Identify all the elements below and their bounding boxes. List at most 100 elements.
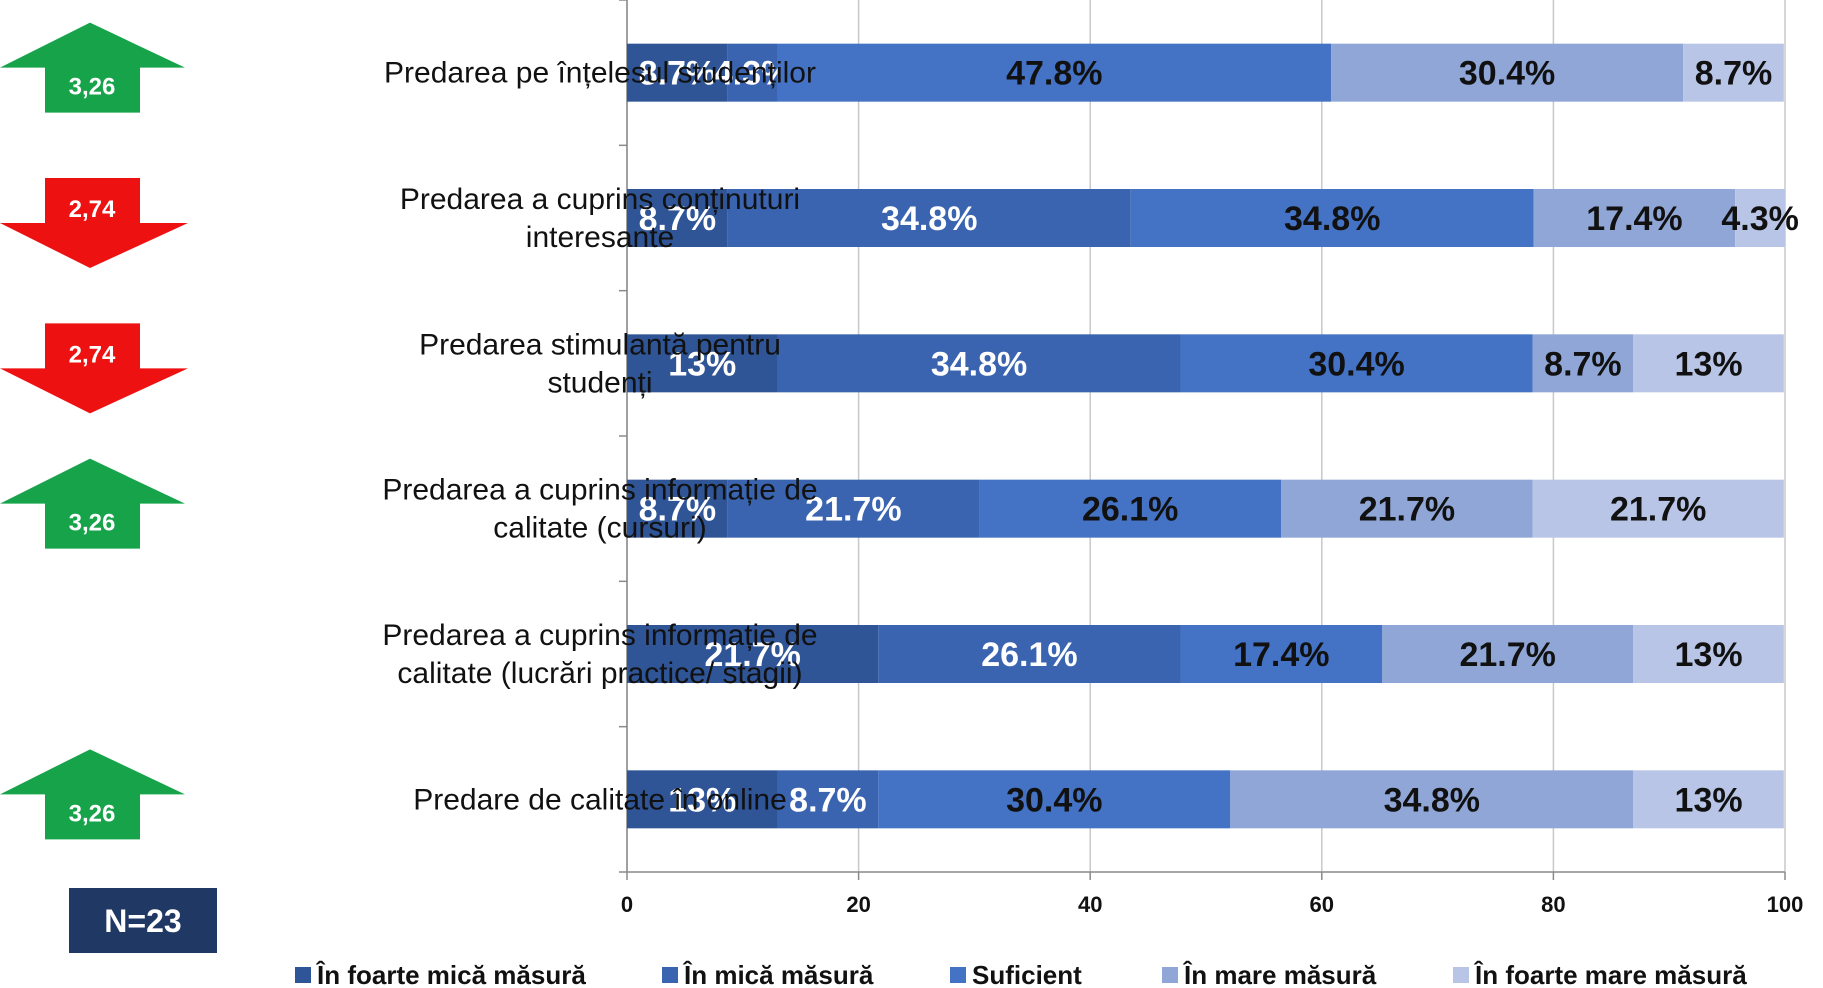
bar-segment <box>1633 334 1784 393</box>
bar-segment <box>1633 770 1784 829</box>
x-tick-label: 40 <box>1078 892 1102 917</box>
category-label: Predarea a cuprins informație de <box>382 619 817 652</box>
legend-swatch <box>1453 967 1469 983</box>
bar-segment <box>727 189 1131 247</box>
data-label: 21.7% <box>704 636 800 674</box>
score-indicators: 3,26 2,74 2,74 3,26 3,26 <box>0 22 188 840</box>
legend-label: În mică măsură <box>682 960 874 988</box>
category-label: Predarea pe înțelesul studenților <box>384 57 816 90</box>
data-label: 26.1% <box>1082 491 1178 529</box>
data-label: 13% <box>668 345 736 383</box>
data-label: 30.4% <box>1006 781 1102 819</box>
score-value: 3,26 <box>69 800 116 827</box>
category-label: Predarea a cuprins informație de <box>382 474 817 507</box>
x-tick-label: 60 <box>1310 892 1334 917</box>
x-tick-label: 0 <box>621 892 633 917</box>
data-label: 21.7% <box>1459 636 1555 674</box>
data-label: 17.4% <box>1586 200 1682 238</box>
bar-segment <box>1230 770 1634 829</box>
bar-segment <box>1683 43 1784 102</box>
bar-segment <box>1735 189 1785 247</box>
data-label: 21.7% <box>1359 491 1455 529</box>
category-label: Predarea a cuprins conținuturi <box>400 183 800 216</box>
arrow-up-icon <box>0 749 185 840</box>
data-label: 34.8% <box>881 200 977 238</box>
data-label: 8.7% <box>789 781 867 819</box>
category-label: studenți <box>547 366 652 399</box>
bar-segment <box>627 625 879 683</box>
bar-segment <box>727 43 778 102</box>
legend-swatch <box>662 967 678 983</box>
data-label: 8.7% <box>1544 345 1622 383</box>
sample-size-box: N=23 <box>69 888 217 953</box>
arrow-down-icon <box>0 178 188 268</box>
arrow-up-icon <box>0 22 185 113</box>
legend-label: În mare măsură <box>1182 960 1377 988</box>
legend: În foarte mică măsură În mică măsură Sufic… <box>295 960 1747 988</box>
data-label: 34.8% <box>931 345 1027 383</box>
score-value: 3,26 <box>69 510 116 537</box>
x-tick-label: 20 <box>846 892 870 917</box>
bar-segment <box>1382 625 1634 683</box>
bar-segment <box>1130 189 1534 247</box>
x-tick-label: 100 <box>1767 892 1804 917</box>
data-label: 13% <box>1675 345 1743 383</box>
arrow-down-icon <box>0 323 188 414</box>
bar-segment <box>1180 334 1533 393</box>
category-label: calitate (lucrări practice/ stagii) <box>397 657 802 690</box>
axes: 0 20 40 60 80 100 <box>619 0 1803 917</box>
score-value: 2,74 <box>69 341 116 368</box>
bar-segment <box>878 770 1231 829</box>
bar-segment <box>627 43 728 102</box>
bar-segment <box>1180 625 1383 683</box>
legend-swatch <box>1162 967 1178 983</box>
bar-segment <box>627 479 728 538</box>
legend-label: În foarte mică măsură <box>315 960 586 988</box>
bar-segment <box>627 334 778 393</box>
legend-swatch <box>295 967 311 983</box>
data-label: 21.7% <box>805 491 901 529</box>
data-label: 47.8% <box>1006 55 1102 93</box>
sample-size-badge <box>69 888 217 953</box>
legend-swatch <box>950 967 966 983</box>
bar-segment <box>1532 334 1634 393</box>
bar-segment <box>627 189 728 247</box>
bar-segment <box>1331 43 1684 102</box>
bar-segment <box>1532 479 1784 538</box>
data-label: 13% <box>1675 781 1743 819</box>
bars: 8.7% 4.3% 47.8% 30.4% 8.7% 8.7% 34.8% 34.8% 17.4… <box>627 43 1799 829</box>
bar-segment <box>727 479 980 538</box>
category-label: Predarea stimulantă pentru <box>419 328 781 361</box>
category-label: Predare de calitate în online <box>413 783 787 816</box>
data-label: 8.7% <box>1695 55 1773 93</box>
bar-segment <box>1281 479 1533 538</box>
score-value: 3,26 <box>69 74 116 101</box>
data-label: 13% <box>1675 636 1743 674</box>
bar-segment <box>777 43 1332 102</box>
data-label: 8.7% <box>639 55 717 93</box>
legend-label: Suficient <box>972 960 1082 988</box>
bar-segment <box>1633 625 1784 683</box>
bar-segment <box>878 625 1181 683</box>
legend-label: În foarte mare măsură <box>1473 960 1747 988</box>
category-labels: Predarea pe înțelesul studenților Predare… <box>382 57 817 817</box>
data-label: 21.7% <box>1610 491 1706 529</box>
bar-segment <box>777 770 879 829</box>
data-label: 8.7% <box>639 491 717 529</box>
data-label: 34.8% <box>1384 781 1480 819</box>
data-label: 17.4% <box>1233 636 1329 674</box>
bar-segment <box>1533 189 1736 247</box>
data-label: 30.4% <box>1308 345 1404 383</box>
bar-segment <box>979 479 1282 538</box>
sample-size-label: N=23 <box>104 903 181 939</box>
grid-lines <box>626 0 1786 872</box>
data-label: 30.4% <box>1459 55 1555 93</box>
data-label: 13% <box>668 781 736 819</box>
data-label: 4.3% <box>1721 200 1799 238</box>
bar-segment <box>627 770 778 829</box>
bar-segment <box>777 334 1181 393</box>
data-label: 8.7% <box>639 200 717 238</box>
x-tick-label: 80 <box>1541 892 1565 917</box>
score-value: 2,74 <box>69 196 116 223</box>
